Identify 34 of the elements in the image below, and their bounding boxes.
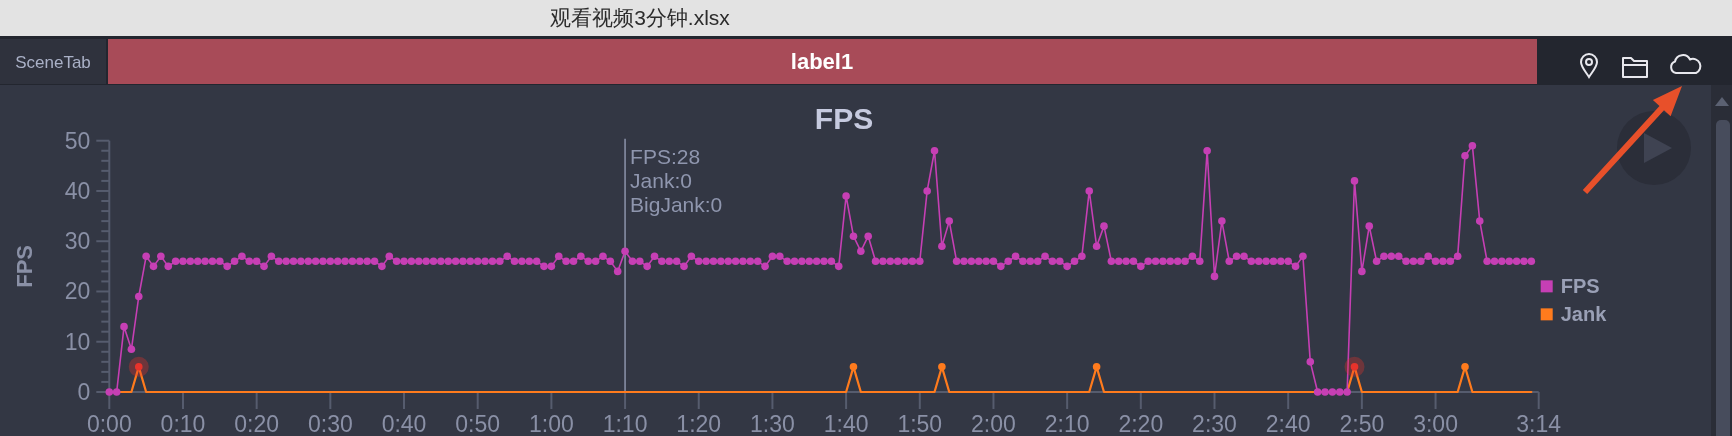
x-tick-label: 0:30 <box>307 411 353 436</box>
text: SceneTab <box>15 53 91 72</box>
x-tick-label: 2:50 <box>1339 411 1385 436</box>
x-tick-label: 2:30 <box>1192 411 1237 436</box>
y-tick-label: 40 <box>64 177 91 204</box>
x-tick-label: 3:00 <box>1413 411 1458 436</box>
x-tick-label: 0:10 <box>160 411 206 436</box>
legend-label: Jank <box>1560 303 1608 326</box>
legend-label: FPS <box>1560 275 1600 298</box>
x-tick-label: 1:10 <box>602 411 648 436</box>
text: 观看视频3分钟.xlsx <box>550 6 731 29</box>
y-tick-label: 30 <box>64 228 91 255</box>
x-tick-label: 0:40 <box>381 411 427 436</box>
x-tick-label: 2:00 <box>971 411 1016 436</box>
x-tick-label: 1:50 <box>897 411 943 436</box>
x-tick-label: 1:40 <box>823 411 869 436</box>
x-tick-label: 1:20 <box>676 411 722 436</box>
y-tick-label: 10 <box>64 328 91 355</box>
chart-title: FPS <box>814 102 874 135</box>
x-tick-label: 0:50 <box>455 411 501 436</box>
annotation: FPS:28 Jank:0 BigJank:0 <box>630 145 723 217</box>
y-tick-label: 20 <box>64 278 91 305</box>
x-tick-label: 2:10 <box>1044 411 1090 436</box>
y-axis-title: FPS <box>12 244 37 288</box>
x-tick-label: 0:00 <box>86 411 132 436</box>
x-tick-label: 2:20 <box>1118 411 1164 436</box>
x-tick-label: 1:00 <box>529 411 574 436</box>
x-tick-label: 3:14 <box>1516 411 1562 436</box>
text: label1 <box>790 49 854 74</box>
x-tick-label: 0:20 <box>234 411 280 436</box>
x-tick-label: 2:40 <box>1265 411 1311 436</box>
x-tick-label: 1:30 <box>750 411 795 436</box>
y-tick-label: 50 <box>64 127 91 154</box>
y-tick-label: 0 <box>77 379 91 405</box>
